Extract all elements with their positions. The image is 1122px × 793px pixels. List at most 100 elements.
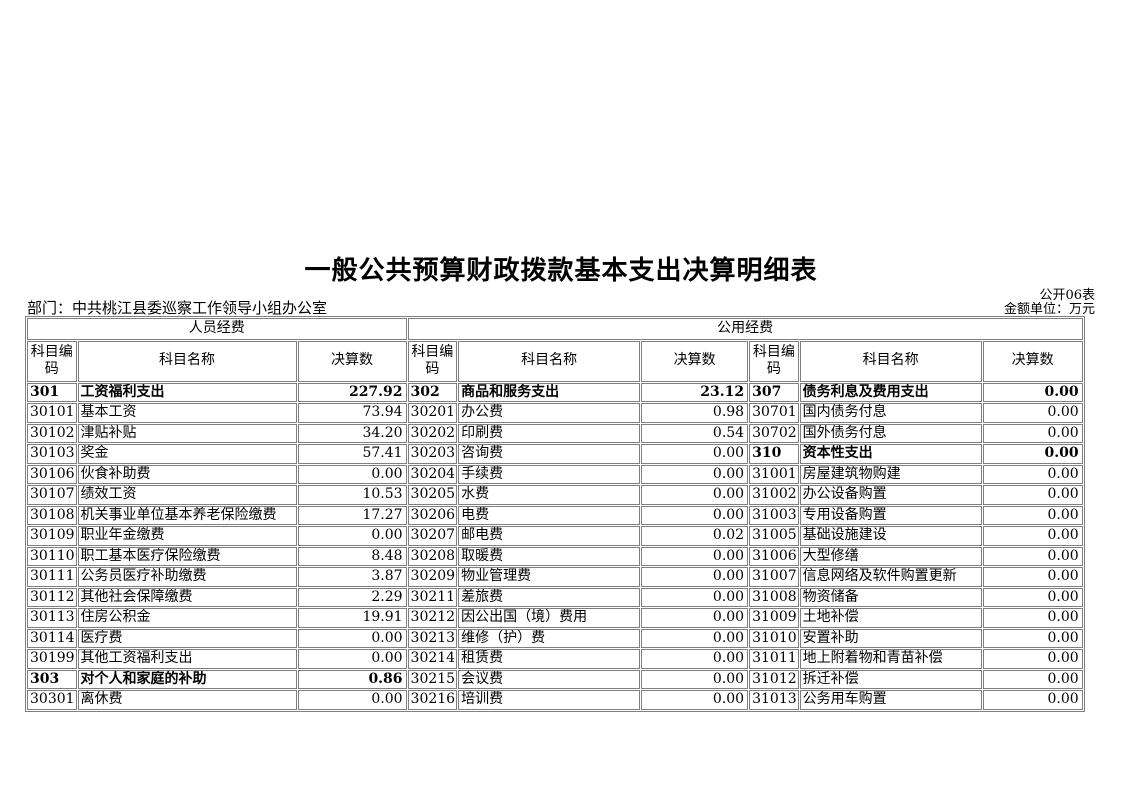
amount-cell: 0.00 [641,608,749,628]
table-row: 30102 津贴补贴 34.20 30202 印刷费 0.54 30702 国外债务付息 0.0… [27,423,1083,443]
table-row: 30109 职业年金缴费 0.00 30207 邮电费 0.02 31005 基础设施建设 0.… [27,526,1083,546]
subject-code-cell: 30207 [407,526,458,546]
subject-code-cell: 30110 [27,546,77,566]
amount-cell: 0.00 [641,444,749,464]
subject-name-cell: 取暖费 [458,546,641,566]
subject-code-cell: 30206 [407,505,458,525]
subject-name-cell: 机关事业单位基本养老保险缴费 [77,505,297,525]
table-row: 30301 离休费 0.00 30216 培训费 0.00 31013 公务用车购置 0.00 [27,690,1083,710]
amount-cell: 0.00 [982,403,1083,423]
amount-cell: 19.91 [297,608,407,628]
subject-code-cell: 31006 [749,546,799,566]
subject-code-cell: 30205 [407,485,458,505]
subject-code-cell: 30106 [27,464,77,484]
subject-name-cell: 培训费 [458,690,641,710]
subject-code-cell: 30112 [27,587,77,607]
subject-code-cell: 310 [749,444,799,464]
amount-cell: 0.00 [982,649,1083,669]
amount-cell: 0.00 [982,546,1083,566]
table-row: 30103 奖金 57.41 30203 咨询费 0.00 310 资本性支出 0.00 [27,444,1083,464]
subject-code-cell: 31002 [749,485,799,505]
amount-cell: 0.00 [982,526,1083,546]
amount-cell: 0.98 [641,403,749,423]
page-title: 一般公共预算财政拨款基本支出决算明细表 [304,256,818,286]
subject-name-cell: 伙食补助费 [77,464,297,484]
table-row: 30106 伙食补助费 0.00 30204 手续费 0.00 31001 房屋建筑物购建 0.… [27,464,1083,484]
amount-cell: 0.00 [297,690,407,710]
amount-cell: 57.41 [297,444,407,464]
amount-cell: 0.00 [641,628,749,648]
amount-cell: 0.00 [982,444,1083,464]
amount-cell: 34.20 [297,423,407,443]
subject-code-cell: 30208 [407,546,458,566]
subject-name-cell: 对个人和家庭的补助 [77,669,297,689]
amount-cell: 0.00 [641,690,749,710]
subject-name-cell: 信息网络及软件购置更新 [799,567,982,587]
subject-code-cell: 30199 [27,649,77,669]
table-row: 30107 绩效工资 10.53 30205 水费 0.00 31002 办公设备购置 0.00 [27,485,1083,505]
amount-cell: 0.00 [982,382,1083,402]
subject-code-cell: 30212 [407,608,458,628]
subject-name-cell: 土地补偿 [799,608,982,628]
subject-name-cell: 维修（护）费 [458,628,641,648]
amount-cell: 10.53 [297,485,407,505]
subject-code-cell: 30203 [407,444,458,464]
subject-code-cell: 30701 [749,403,799,423]
subject-code-cell: 31008 [749,587,799,607]
subject-code-cell: 30102 [27,423,77,443]
amount-cell: 0.00 [297,649,407,669]
subject-code-cell: 31005 [749,526,799,546]
amount-cell: 0.00 [641,505,749,525]
amount-cell: 0.00 [982,505,1083,525]
subject-name-cell: 咨询费 [458,444,641,464]
subject-code-cell: 31009 [749,608,799,628]
table-row: 30114 医疗费 0.00 30213 维修（护）费 0.00 31010 安置补助 0.00 [27,628,1083,648]
subject-name-cell: 拆迁补偿 [799,669,982,689]
subject-name-header: 科目名称 [799,340,982,382]
form-code-label: 公开06表 [1039,288,1095,303]
subject-name-cell: 公务用车购置 [799,690,982,710]
meta-line: 部门：中共桃江县委巡察工作领导小组办公室 金额单位：万元 [27,297,1095,318]
amount-cell: 0.00 [297,464,407,484]
subject-name-cell: 国外债务付息 [799,423,982,443]
amount-cell: 0.02 [641,526,749,546]
group-header-personnel-funds: 人员经费 [27,318,407,340]
subject-name-cell: 国内债务付息 [799,403,982,423]
subject-name-cell: 办公费 [458,403,641,423]
subject-name-cell: 差旅费 [458,587,641,607]
subject-name-cell: 其他工资福利支出 [77,649,297,669]
subject-name-cell: 绩效工资 [77,485,297,505]
subject-code-cell: 31010 [749,628,799,648]
subject-name-cell: 商品和服务支出 [458,382,641,402]
subject-name-header: 科目名称 [458,340,641,382]
subject-name-cell: 邮电费 [458,526,641,546]
subject-name-cell: 基础设施建设 [799,526,982,546]
subject-name-cell: 基本工资 [77,403,297,423]
group-header-row: 人员经费 公用经费 [27,318,1083,340]
amount-cell: 0.00 [982,485,1083,505]
subject-code-cell: 31012 [749,669,799,689]
amount-header: 决算数 [297,340,407,382]
subject-code-cell: 30109 [27,526,77,546]
subject-name-cell: 津贴补贴 [77,423,297,443]
department-label: 部门：中共桃江县委巡察工作领导小组办公室 [27,299,328,317]
amount-cell: 0.00 [982,628,1083,648]
subject-name-cell: 工资福利支出 [77,382,297,402]
subject-code-header: 科目编码 [407,340,458,382]
subject-name-cell: 地上附着物和青苗补偿 [799,649,982,669]
amount-cell: 0.00 [641,546,749,566]
amount-cell: 0.86 [297,669,407,689]
amount-header: 决算数 [982,340,1083,382]
amount-header: 决算数 [641,340,749,382]
subject-code-cell: 30216 [407,690,458,710]
subject-name-cell: 会议费 [458,669,641,689]
subject-name-cell: 债务利息及费用支出 [799,382,982,402]
subject-code-header: 科目编码 [749,340,799,382]
amount-cell: 23.12 [641,382,749,402]
subject-name-cell: 专用设备购置 [799,505,982,525]
subject-name-cell: 公务员医疗补助缴费 [77,567,297,587]
subject-code-cell: 31001 [749,464,799,484]
subject-name-cell: 物资储备 [799,587,982,607]
amount-cell: 0.00 [982,587,1083,607]
subject-code-cell: 30108 [27,505,77,525]
